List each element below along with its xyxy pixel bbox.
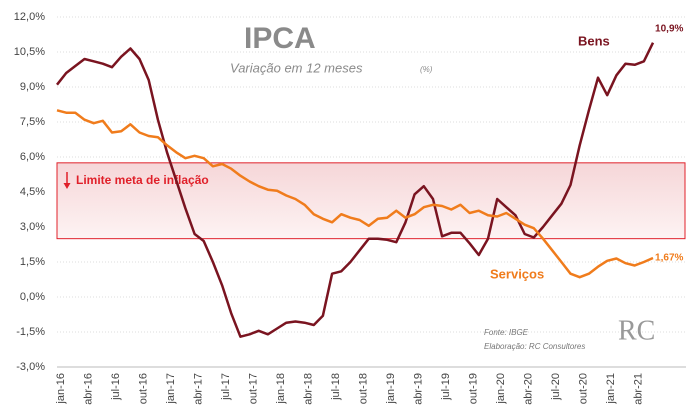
x-tick-label: jan-17 [165, 373, 177, 405]
credit: Elaboração: RC Consultores [484, 342, 585, 351]
x-tick-label: jul-20 [550, 373, 562, 401]
unit-note: (%) [420, 65, 433, 74]
source: Fonte: IBGE [484, 328, 529, 337]
y-tick-label: -1,5% [16, 326, 45, 338]
legend-label: Bens [578, 33, 610, 48]
x-tick-label: abr-17 [192, 373, 204, 405]
x-tick-label: jan-19 [385, 373, 397, 405]
value-label: 1,67% [655, 253, 683, 264]
x-tick-label: out-18 [358, 373, 370, 404]
y-tick-label: 1,5% [20, 256, 45, 268]
y-tick-label: 7,5% [20, 116, 45, 128]
y-tick-label: -3,0% [16, 361, 45, 373]
x-tick-label: jan-18 [275, 373, 287, 405]
chart-title: IPCA [244, 22, 316, 55]
y-tick-label: 10,5% [14, 46, 45, 58]
y-tick-label: 3,0% [20, 221, 45, 233]
chart-subtitle: Variação em 12 meses [230, 60, 363, 75]
value-label: 10,9% [655, 23, 683, 34]
y-tick-label: 6,0% [20, 151, 45, 163]
x-tick-label: out-19 [468, 373, 480, 404]
band-arrow-head [63, 183, 71, 189]
y-tick-label: 4,5% [20, 186, 45, 198]
x-tick-label: jan-20 [495, 373, 507, 405]
x-tick-label: jan-16 [55, 373, 67, 405]
logo: RC [618, 315, 655, 346]
series-line [56, 109, 654, 279]
x-tick-label: jan-21 [605, 373, 617, 405]
x-tick-label: jul-16 [110, 373, 122, 401]
y-tick-label: 12,0% [14, 11, 45, 23]
band-label: Limite meta de inflação [76, 173, 209, 187]
x-tick-label: jul-19 [440, 373, 452, 401]
y-tick-label: 9,0% [20, 81, 45, 93]
x-tick-label: out-17 [247, 373, 259, 404]
x-tick-label: out-20 [578, 373, 590, 404]
x-tick-label: abr-19 [413, 373, 425, 405]
x-tick-label: abr-18 [302, 373, 314, 405]
legend-label: Serviços [490, 266, 544, 281]
x-tick-label: jul-18 [330, 373, 342, 401]
x-tick-label: jul-17 [220, 373, 232, 401]
x-tick-label: abr-21 [633, 373, 645, 405]
x-tick-label: abr-20 [523, 373, 535, 405]
x-tick-label: out-16 [137, 373, 149, 404]
x-tick-label: abr-16 [82, 373, 94, 405]
series-line [56, 42, 655, 338]
y-tick-label: 0,0% [20, 291, 45, 303]
